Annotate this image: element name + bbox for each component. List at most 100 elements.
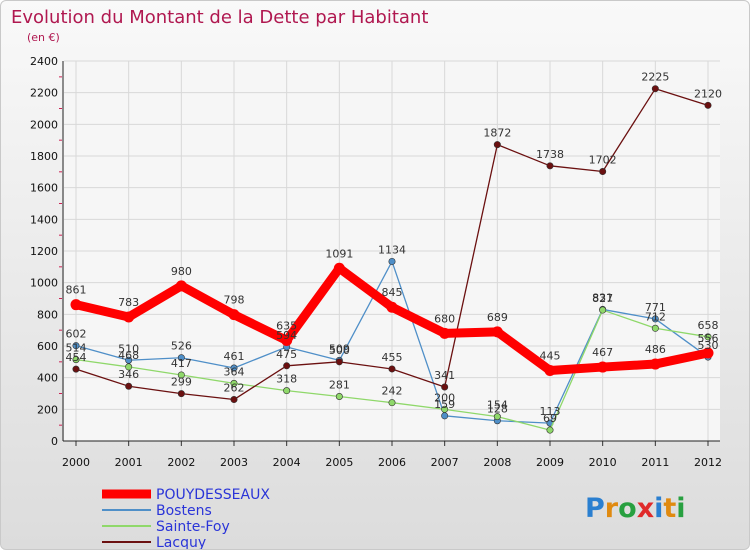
data-point: [439, 327, 451, 339]
legend-label: Bostens: [156, 503, 212, 519]
data-label: 689: [487, 311, 508, 324]
data-label: 445: [540, 350, 561, 363]
data-label: 417: [171, 357, 192, 370]
data-label: 783: [118, 296, 139, 309]
data-label: 159: [434, 398, 455, 411]
data-point: [228, 309, 240, 321]
data-label: 242: [382, 385, 403, 398]
y-tick-label: 1000: [30, 277, 58, 290]
y-ticks: 0 200 400 600 800 1000 1200 1400 1600 1800 2000 220…: [30, 55, 58, 448]
data-point: [704, 333, 712, 341]
data-label: 154: [487, 399, 508, 412]
data-point: [230, 379, 238, 387]
data-label: 831: [592, 291, 613, 304]
data-point: [230, 396, 238, 404]
x-tick-label: 2005: [325, 456, 353, 469]
logo-letter: i: [676, 493, 685, 524]
data-label: 461: [224, 350, 245, 363]
data-point: [72, 365, 80, 373]
legend-label: Lacquy: [156, 535, 206, 550]
x-tick-label: 2012: [694, 456, 722, 469]
x-tick-label: 2010: [589, 456, 617, 469]
data-point: [177, 371, 185, 379]
data-point: [175, 280, 187, 292]
data-label: 530: [698, 339, 719, 352]
data-label: 556: [698, 332, 719, 345]
data-point: [597, 361, 609, 373]
data-label: 635: [276, 319, 297, 332]
x-tick-label: 2004: [273, 456, 301, 469]
data-point: [333, 262, 345, 274]
data-label: 514: [66, 342, 87, 355]
data-label: 2120: [694, 87, 722, 100]
x-tick-label: 2007: [431, 456, 459, 469]
data-point: [441, 412, 449, 420]
x-tick-label: 2011: [641, 456, 669, 469]
data-label: 113: [540, 405, 561, 418]
y-tick-label: 600: [37, 340, 58, 353]
data-point: [702, 347, 714, 359]
data-point: [177, 390, 185, 398]
data-label: 510: [118, 342, 139, 355]
data-point: [649, 358, 661, 370]
x-tick-label: 2008: [483, 456, 511, 469]
data-point: [283, 362, 291, 370]
data-label: 845: [382, 286, 403, 299]
data-label: 798: [224, 294, 245, 307]
data-point: [441, 405, 449, 413]
data-point: [599, 168, 607, 176]
data-label: 500: [329, 344, 350, 357]
data-point: [72, 356, 80, 364]
x-ticks: 2000 2001 2002 2003 2004 2005 2006 2007 2008 2009…: [62, 456, 722, 469]
data-point: [388, 365, 396, 373]
data-label: 486: [645, 343, 666, 356]
data-label: 468: [118, 349, 139, 362]
data-point: [177, 354, 185, 362]
chart-subtitle: (en €): [27, 31, 60, 44]
axes: [59, 61, 720, 446]
x-tick-label: 2000: [62, 456, 90, 469]
chart-title: Evolution du Montant de la Dette par Hab…: [11, 7, 428, 28]
data-label: 262: [224, 382, 245, 395]
data-label: 1702: [589, 154, 617, 167]
data-point: [493, 413, 501, 421]
data-label: 200: [434, 391, 455, 404]
data-point: [544, 365, 556, 377]
y-tick-label: 400: [37, 372, 58, 385]
data-label: 771: [645, 301, 666, 314]
logo-letter: o: [618, 493, 637, 524]
data-point: [651, 315, 659, 323]
y-tick-label: 1400: [30, 213, 58, 226]
data-point: [491, 326, 503, 338]
data-label: 1091: [325, 247, 353, 260]
data-label: 1134: [378, 243, 406, 256]
logo-letter: x: [637, 493, 654, 524]
data-point: [72, 342, 80, 350]
y-tick-label: 2200: [30, 87, 58, 100]
data-label: 341: [434, 369, 455, 382]
data-point: [493, 141, 501, 149]
data-label: 827: [592, 292, 613, 305]
data-label: 594: [276, 329, 297, 342]
legend-label: POUYDESSEAUX: [156, 487, 270, 503]
y-tick-label: 2400: [30, 55, 58, 68]
data-label: 475: [276, 348, 297, 361]
x-tick-label: 2001: [115, 456, 143, 469]
data-point: [388, 257, 396, 265]
data-point: [281, 334, 293, 346]
y-tick-label: 800: [37, 308, 58, 321]
data-label: 454: [66, 351, 87, 364]
data-point: [125, 382, 133, 390]
data-label: 467: [592, 346, 613, 359]
x-tick-label: 2009: [536, 456, 564, 469]
logo-letter: t: [663, 493, 676, 524]
logo-letter: r: [605, 493, 619, 524]
data-point: [230, 364, 238, 372]
data-label: 455: [382, 351, 403, 364]
y-tick-label: 2000: [30, 118, 58, 131]
data-label: 2225: [641, 71, 669, 84]
data-point: [441, 383, 449, 391]
